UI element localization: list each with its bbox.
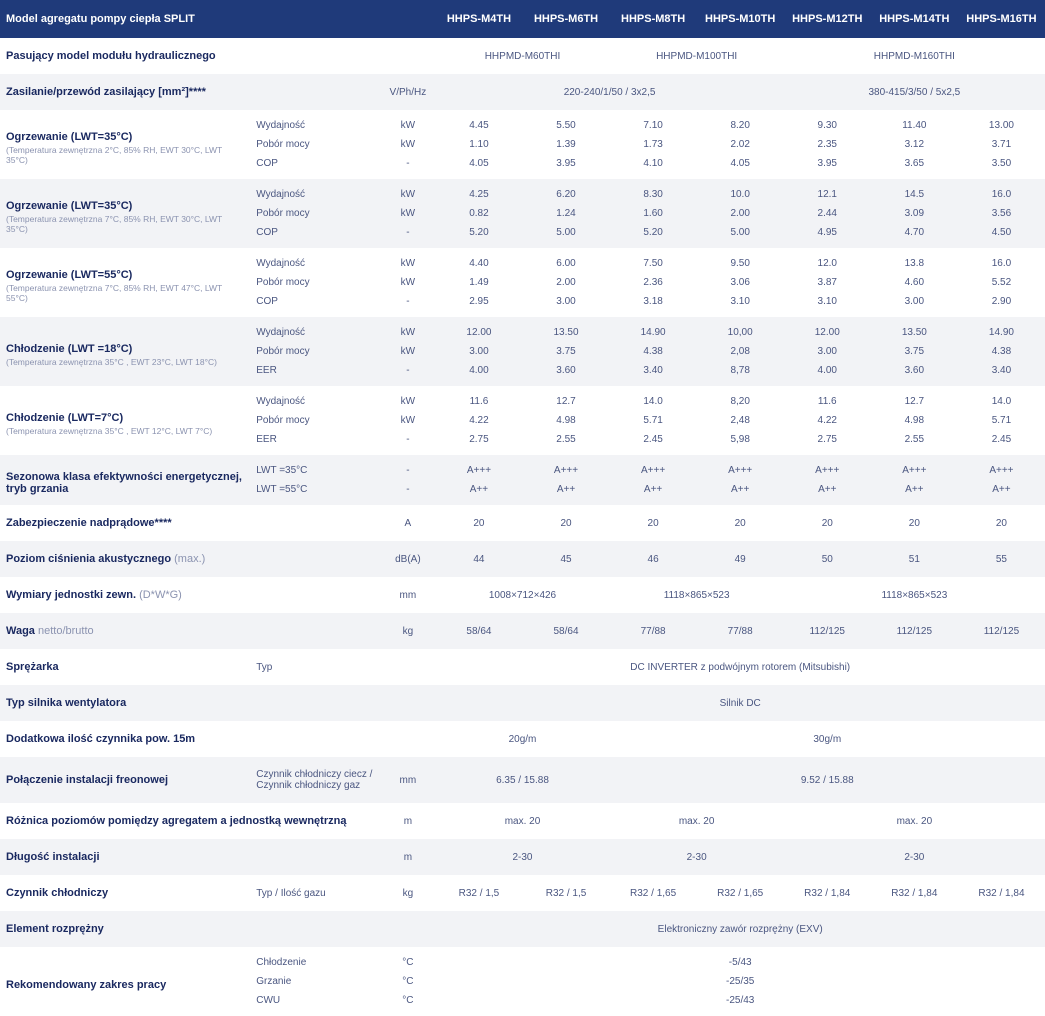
model-0: HHPS-M4TH <box>435 0 522 38</box>
eff-r0: Sezonowa klasa efektywności energetyczne… <box>0 455 1045 480</box>
fan-row: Typ silnika wentylatora Silnik DC <box>0 685 1045 721</box>
model-4: HHPS-M12TH <box>784 0 871 38</box>
compressor-row: Sprężarka Typ DC INVERTER z podwójnym ro… <box>0 649 1045 685</box>
cooling18-r0: Chłodzenie (LWT =18°C)(Temperatura zewnę… <box>0 317 1045 342</box>
heating55-r0: Ogrzewanie (LWT=55°C)(Temperatura zewnęt… <box>0 248 1045 273</box>
range-r0: Rekomendowany zakres pracy Chłodzenie°C … <box>0 947 1045 972</box>
overcurrent-row: Zabezpieczenie nadprądowe**** A 20202020… <box>0 505 1045 541</box>
refrigerant-row: Czynnik chłodniczy Typ / Ilość gazu kg R… <box>0 875 1045 911</box>
heating35b-r0: Ogrzewanie (LWT=35°C)(Temperatura zewnęt… <box>0 179 1045 204</box>
hydraulic-row: Pasujący model modułu hydraulicznego HHP… <box>0 38 1045 74</box>
model-1: HHPS-M6TH <box>522 0 609 38</box>
model-5: HHPS-M14TH <box>871 0 958 38</box>
leveldiff-row: Różnica poziomów pomiędzy agregatem a je… <box>0 803 1045 839</box>
header-row: Model agregatu pompy ciepła SPLIT HHPS-M… <box>0 0 1045 38</box>
model-6: HHPS-M16TH <box>958 0 1045 38</box>
extra-row: Dodatkowa ilość czynnika pow. 15m 20g/m … <box>0 721 1045 757</box>
sound-row: Poziom ciśnienia akustycznego (max.) dB(… <box>0 541 1045 577</box>
freon-row: Połączenie instalacji freonowej Czynnik … <box>0 757 1045 803</box>
heating35a-r0: Ogrzewanie (LWT=35°C)(Temperatura zewnęt… <box>0 110 1045 135</box>
length-row: Długość instalacji m 2-30 2-30 2-30 <box>0 839 1045 875</box>
weight-row: Waga netto/brutto kg 58/6458/6477/8877/8… <box>0 613 1045 649</box>
supply-row: Zasilanie/przewód zasilający [mm²]**** V… <box>0 74 1045 110</box>
model-2: HHPS-M8TH <box>610 0 697 38</box>
header-title: Model agregatu pompy ciepła SPLIT <box>0 0 435 38</box>
hydraulic-label: Pasujący model modułu hydraulicznego <box>0 38 435 74</box>
spec-table: Model agregatu pompy ciepła SPLIT HHPS-M… <box>0 0 1045 1016</box>
cooling7-r0: Chłodzenie (LWT=7°C)(Temperatura zewnętr… <box>0 386 1045 411</box>
dims-row: Wymiary jednostki zewn. (D*W*G) mm 1008×… <box>0 577 1045 613</box>
expansion-row: Element rozprężny Elektroniczny zawór ro… <box>0 911 1045 947</box>
model-3: HHPS-M10TH <box>697 0 784 38</box>
